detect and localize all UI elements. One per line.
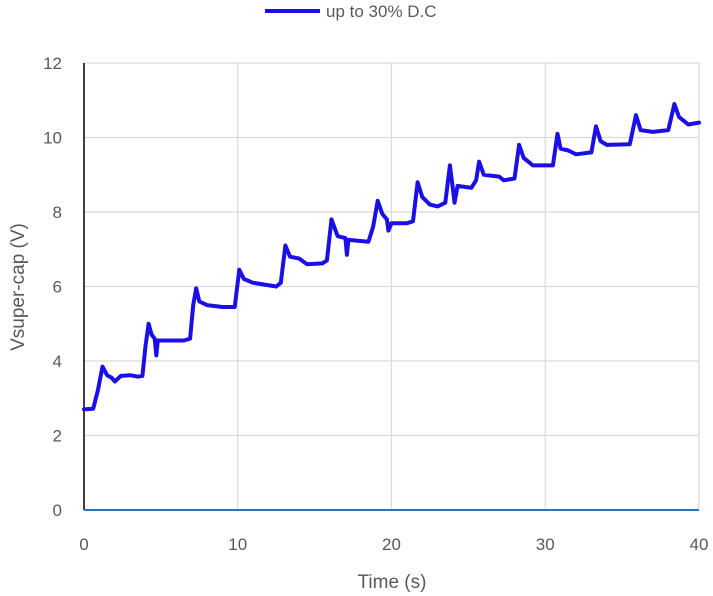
x-axis-title: Time (s) [358,572,427,593]
legend-label: up to 30% D.C [326,2,437,21]
axes [83,63,699,511]
legend: up to 30% D.C [265,2,437,21]
y-tick-label: 8 [53,203,62,222]
series-line [82,102,701,412]
y-tick-label: 0 [53,501,62,520]
x-tick-label: 10 [228,535,247,554]
y-tick-label: 2 [53,427,62,446]
series-layer [82,102,701,412]
tick-labels: 0 2 4 6 8 10 12 0 10 20 30 40 [43,54,708,554]
gridlines [84,62,700,510]
y-tick-label: 10 [43,129,62,148]
y-tick-label: 12 [43,54,62,73]
x-tick-label: 20 [382,535,401,554]
y-axis-title: Vsuper-cap (V) [8,223,29,351]
x-tick-label: 0 [79,535,88,554]
y-tick-label: 6 [53,278,62,297]
y-tick-label: 4 [53,352,62,371]
x-tick-label: 30 [536,535,555,554]
x-tick-label: 40 [690,535,709,554]
